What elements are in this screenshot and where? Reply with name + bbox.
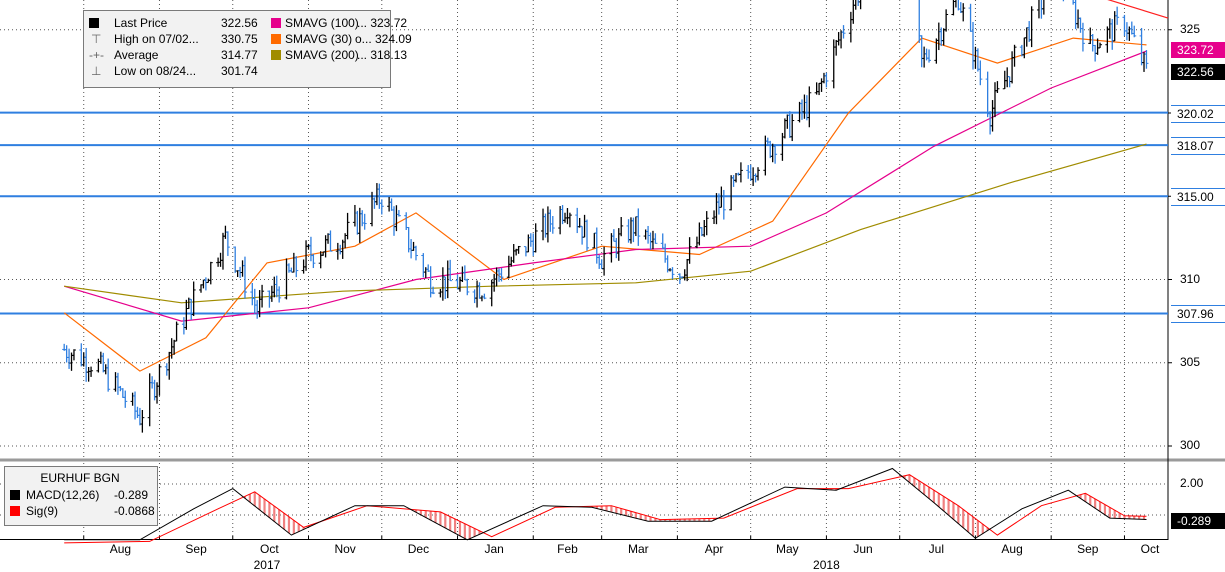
x-month-label: Oct <box>260 542 279 556</box>
x-month-label: Aug <box>109 542 132 556</box>
macd-value-tag: -0.289 <box>1171 513 1225 530</box>
y-tick-label: 305 <box>1180 354 1201 369</box>
legend-value: 314.77 <box>221 48 258 62</box>
legend-label: Low on 08/24... <box>114 64 197 78</box>
legend-value: 330.75 <box>221 32 258 46</box>
macd-legend: EURHUF BGN MACD(12,26) -0.289 Sig(9) -0.… <box>4 466 158 526</box>
x-month-label: Oct <box>1140 542 1160 556</box>
legend-label: Sig(9) <box>26 504 59 518</box>
legend-label: High on 07/02... <box>114 32 199 46</box>
x-month-label: Sep <box>1077 542 1099 556</box>
macd-swatch <box>10 490 20 500</box>
macd-line <box>64 467 1147 541</box>
y-tick-label: 310 <box>1180 271 1201 286</box>
price-bars <box>62 0 1149 433</box>
y-tick-label: 325 <box>1180 21 1201 36</box>
legend-label: SMAVG (100) <box>285 16 359 30</box>
legend-value: 322.56 <box>221 16 258 30</box>
support-level-tag: 320.02 <box>1171 104 1225 123</box>
legend-label: SMAVG (30) <box>285 32 353 46</box>
legend-label: SMAVG (200) <box>285 48 359 62</box>
moving-average-line <box>63 37 1147 372</box>
average-marker-icon: -+- <box>89 48 104 62</box>
moving-average-line <box>64 143 1147 304</box>
x-month-label: Apr <box>704 542 724 556</box>
high-marker-icon: ⊤ <box>91 32 102 46</box>
smavg30-swatch <box>271 34 281 44</box>
x-month-label: Nov <box>334 542 356 556</box>
x-month-label: Dec <box>407 542 430 556</box>
low-marker-icon: ⊥ <box>91 64 102 78</box>
x-month-label: Aug <box>1001 542 1023 556</box>
legend-value: -0.289 <box>114 488 149 502</box>
x-month-label: Mar <box>627 542 649 556</box>
last-value-tag: 322.56 <box>1171 64 1225 81</box>
x-month-label: Jul <box>928 542 945 556</box>
indicator-title: EURHUF BGN <box>40 471 120 485</box>
support-level-tag: 315.00 <box>1171 188 1225 207</box>
legend-value: -0.0868 <box>114 504 155 518</box>
support-level-tag: 307.96 <box>1171 305 1225 324</box>
support-level-tag: 318.07 <box>1171 137 1225 156</box>
legend-value: o... 324.09 <box>355 32 412 46</box>
legend-value: ... 323.72 <box>357 16 408 30</box>
legend-label: Average <box>114 48 159 62</box>
last-value-tag: 323.72 <box>1171 42 1225 59</box>
x-year-label: 2018 <box>813 558 840 572</box>
x-month-label: Jan <box>484 542 504 556</box>
x-month-label: Feb <box>557 542 578 556</box>
x-year-label: 2017 <box>253 558 281 572</box>
price-legend: Last Price 322.56 ⊤ High on 07/02... 330… <box>83 10 412 88</box>
smavg100-swatch <box>271 18 281 28</box>
x-month-label: Jun <box>853 542 873 556</box>
legend-value: 301.74 <box>221 64 258 78</box>
legend-value: ... 318.13 <box>357 48 408 62</box>
x-month-label: Sep <box>185 542 207 556</box>
x-month-label: May <box>775 542 799 556</box>
macd-tick-label: 2.00 <box>1180 476 1204 490</box>
legend-label: MACD(12,26) <box>26 488 100 502</box>
last-price-swatch <box>89 18 99 28</box>
y-tick-label: 300 <box>1180 438 1201 452</box>
signal-swatch <box>10 506 20 516</box>
legend-label: Last Price <box>114 16 168 30</box>
smavg200-swatch <box>271 50 281 60</box>
moving-average-line <box>64 50 1147 322</box>
signal-line <box>64 474 1147 544</box>
